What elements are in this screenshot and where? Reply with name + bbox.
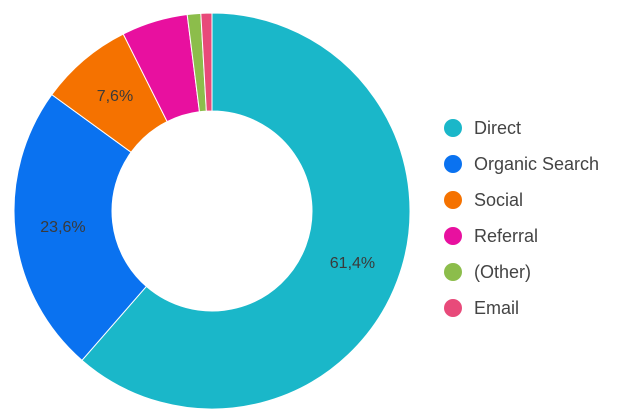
slice-label-direct: 61,4% [330,255,375,272]
slice-labels: 61,4% 23,6% 7,6% [40,88,375,272]
legend-label: Social [474,189,524,210]
legend-label: Referral [474,225,539,246]
legend-item-social: Social [444,182,599,218]
legend-item-referral: Referral [444,218,599,254]
legend-label: (Other) [474,261,532,282]
legend-swatch [444,155,462,173]
chart-legend: Direct Organic Search Social Referral (Other… [444,110,599,326]
legend-swatch [444,227,462,245]
donut-slices [13,12,411,409]
slice-label-organic-search: 23,6% [40,219,85,236]
slice-organic-search [13,93,148,362]
legend-label: Direct [474,117,522,138]
legend-swatch [444,299,462,317]
legend-label: Organic Search [474,153,600,174]
legend-item-organic-search: Organic Search [444,146,599,182]
legend-item-other: (Other) [444,254,599,290]
legend-swatch [444,119,462,137]
slice-direct [81,12,411,409]
legend-swatch [444,263,462,281]
slice-label-social: 7,6% [97,88,133,105]
legend-item-email: Email [444,290,599,326]
legend-swatch [444,191,462,209]
slice-email [200,12,213,112]
legend-label: Email [474,297,520,318]
legend-item-direct: Direct [444,110,599,146]
